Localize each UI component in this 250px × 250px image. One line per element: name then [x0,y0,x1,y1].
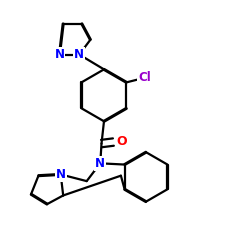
Text: Cl: Cl [138,72,151,85]
Text: N: N [95,157,105,170]
Text: O: O [116,134,126,147]
Text: N: N [54,48,64,61]
Text: N: N [56,168,66,181]
Text: N: N [74,48,84,61]
